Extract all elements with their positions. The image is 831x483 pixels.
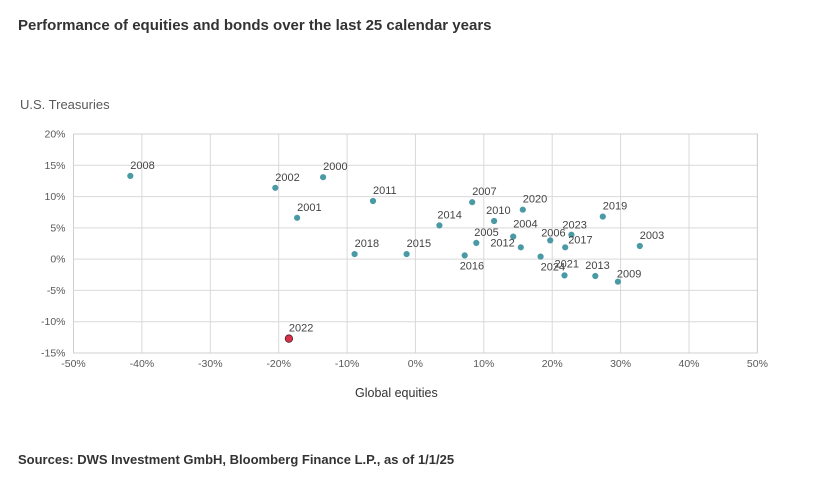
svg-text:-30%: -30% [198, 358, 223, 370]
svg-text:0%: 0% [50, 254, 65, 266]
svg-text:40%: 40% [678, 358, 699, 370]
svg-text:2002: 2002 [275, 172, 299, 184]
svg-text:-10%: -10% [335, 358, 360, 370]
svg-text:30%: 30% [610, 358, 631, 370]
svg-text:10%: 10% [44, 191, 65, 203]
svg-text:-50%: -50% [61, 358, 86, 370]
svg-text:20%: 20% [44, 129, 65, 141]
svg-text:2019: 2019 [603, 201, 627, 213]
svg-text:2018: 2018 [355, 238, 379, 250]
svg-text:-40%: -40% [130, 358, 155, 370]
svg-text:-10%: -10% [41, 316, 66, 328]
svg-text:2013: 2013 [585, 260, 609, 272]
svg-text:20%: 20% [542, 358, 563, 370]
svg-text:2011: 2011 [373, 185, 397, 197]
svg-text:15%: 15% [44, 160, 65, 172]
svg-text:2016: 2016 [460, 260, 484, 272]
svg-text:-20%: -20% [266, 358, 291, 370]
svg-text:-15%: -15% [41, 348, 66, 360]
svg-text:2001: 2001 [297, 202, 321, 214]
svg-text:50%: 50% [747, 358, 768, 370]
svg-text:10%: 10% [473, 358, 494, 370]
svg-text:2009: 2009 [617, 269, 641, 281]
svg-text:2014: 2014 [437, 209, 461, 221]
svg-text:2017: 2017 [568, 234, 592, 246]
svg-text:2007: 2007 [472, 186, 496, 198]
svg-text:2021: 2021 [555, 258, 579, 270]
svg-text:2023: 2023 [562, 220, 586, 232]
svg-text:2003: 2003 [640, 230, 664, 242]
svg-text:2020: 2020 [523, 194, 547, 206]
svg-text:5%: 5% [50, 222, 65, 234]
svg-text:2004: 2004 [513, 219, 537, 231]
svg-text:2015: 2015 [407, 238, 431, 250]
svg-text:0%: 0% [408, 358, 423, 370]
svg-text:2010: 2010 [486, 205, 510, 217]
svg-text:2012: 2012 [490, 237, 514, 249]
svg-text:2022: 2022 [289, 323, 313, 335]
svg-text:2000: 2000 [323, 161, 347, 173]
svg-text:2008: 2008 [130, 160, 154, 172]
svg-text:-5%: -5% [47, 285, 66, 297]
